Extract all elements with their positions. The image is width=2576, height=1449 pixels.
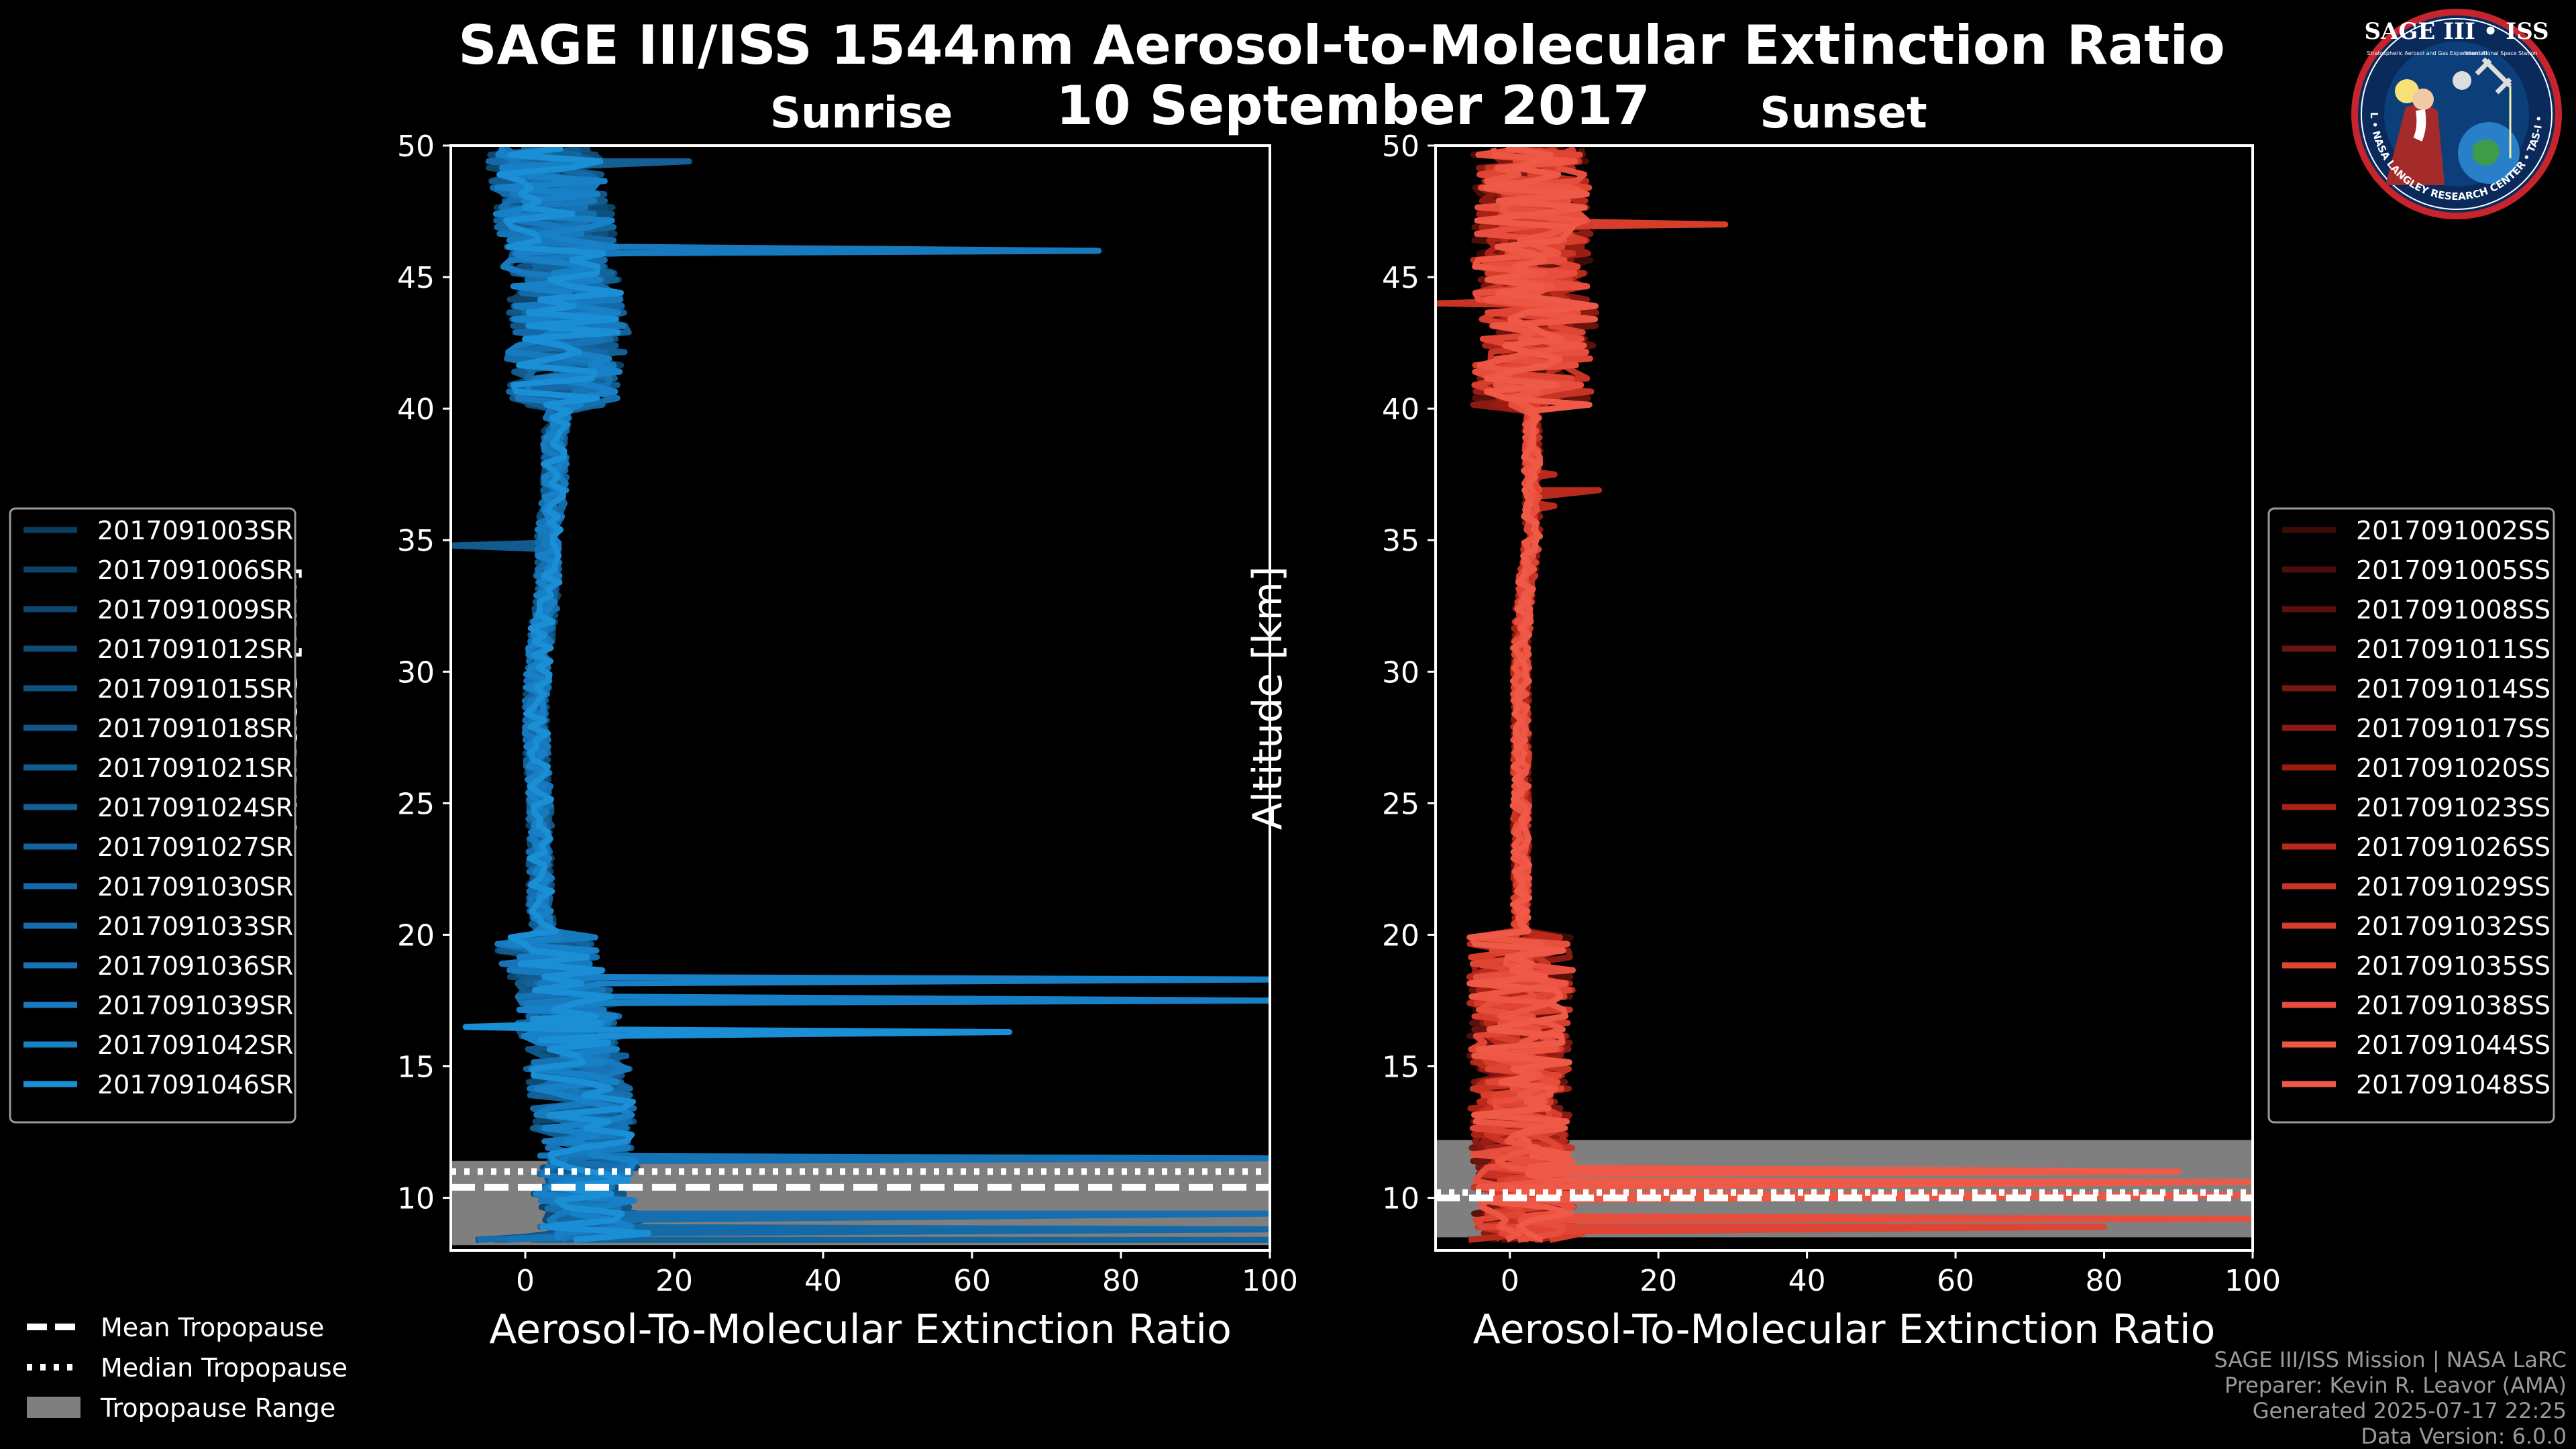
mean-tropopause-label: Mean Tropopause [101, 1313, 324, 1342]
credit-preparer: Preparer: Kevin R. Leavor (AMA) [2224, 1373, 2567, 1398]
tropopause-range-label: Tropopause Range [100, 1393, 335, 1423]
tropopause-legend: Mean Tropopause Median Tropopause Tropop… [27, 1313, 347, 1423]
legend-label: 2017091008SS [2356, 595, 2551, 625]
chart-subtitle-date: 10 September 2017 [1056, 74, 1650, 137]
panel-title-sunset: Sunset [1760, 89, 1927, 138]
legend-label: 2017091023SS [2356, 793, 2551, 822]
legend-label: 2017091039SR [97, 991, 293, 1020]
y-tick-label: 40 [397, 392, 435, 427]
moon-icon [2453, 71, 2471, 90]
y-tick-label: 25 [397, 787, 435, 821]
y-tick-label: 50 [1382, 129, 1419, 164]
legend-label: 2017091033SR [97, 912, 293, 941]
legend-label: 2017091009SR [97, 595, 293, 625]
x-tick-label: 20 [655, 1264, 693, 1298]
chart-title: SAGE III/ISS 1544nm Aerosol-to-Molecular… [458, 14, 2225, 76]
legend-label: 2017091035SS [2356, 951, 2551, 981]
y-tick-label: 35 [397, 524, 435, 558]
profile-line-2017091048SS [1466, 146, 2253, 1243]
legend-label: 2017091011SS [2356, 635, 2551, 664]
legend-label: 2017091020SS [2356, 753, 2551, 783]
credit-data-version: Data Version: 6.0.0 [2361, 1424, 2567, 1449]
legend-frame [2267, 507, 2555, 1124]
panel-title-sunrise: Sunrise [770, 89, 953, 138]
x-tick-label: 0 [1501, 1264, 1519, 1298]
x-axis-label: Aerosol-To-Molecular Extinction Ratio [489, 1306, 1232, 1353]
plot-frame [449, 144, 1271, 1252]
credit-generated: Generated 2025-07-17 22:25 [2253, 1398, 2567, 1424]
legend-label: 2017091044SS [2356, 1030, 2551, 1060]
sage-iss-logo: SAGE III • ISS Stratospheric Aerosol and… [2351, 9, 2562, 219]
x-tick-label: 60 [953, 1264, 991, 1298]
tropopause-range-swatch [27, 1397, 80, 1418]
legend-label: 2017091005SS [2356, 555, 2551, 585]
sunrise-plot: 0 20 40 60 80 100 10 15 20 25 30 35 40 45 50 Aerosol-To… [260, 129, 1298, 1353]
x-tick-label: 60 [1937, 1264, 1974, 1298]
x-tick-label: 80 [2086, 1264, 2123, 1298]
x-tick-label: 40 [1788, 1264, 1826, 1298]
y-axis-label: Altitude [km] [1244, 566, 1291, 830]
legend-label: 2017091048SS [2356, 1070, 2551, 1099]
legend-label: 2017091029SS [2356, 872, 2551, 902]
legend-label: 2017091014SS [2356, 674, 2551, 704]
sunset-plot: 0 20 40 60 80 100 10 15 20 25 30 35 40 45 50 Aerosol-To… [1244, 129, 2281, 1353]
x-tick-label: 40 [804, 1264, 842, 1298]
plot-area [1436, 146, 2253, 1243]
legend-label: 2017091021SR [97, 753, 293, 783]
y-tick-label: 45 [1382, 261, 1419, 295]
y-tick-label: 25 [1382, 787, 1419, 821]
legend-label: 2017091030SR [97, 872, 293, 902]
legend-label: 2017091046SR [97, 1070, 293, 1099]
plot-area [451, 146, 1270, 1246]
logo-station: International Space Station [2465, 50, 2538, 56]
legend-label: 2017091012SR [97, 635, 293, 664]
legend-label: 2017091036SR [97, 951, 293, 981]
y-tick-label: 50 [397, 129, 435, 164]
legend-frame [9, 507, 297, 1124]
credits: SAGE III/ISS Mission | NASA LaRC Prepare… [2214, 1347, 2567, 1449]
profile-line-2017091046SR [462, 146, 1012, 1243]
median-tropopause-label: Median Tropopause [101, 1353, 347, 1383]
x-tick-label: 100 [1242, 1264, 1298, 1298]
legend-label: 2017091026SS [2356, 833, 2551, 862]
y-tick-label: 35 [1382, 524, 1419, 558]
x-axis-label: Aerosol-To-Molecular Extinction Ratio [1473, 1306, 2216, 1353]
logo-name: SAGE III • ISS [2364, 18, 2548, 45]
sunrise-legend: 2017091003SR 2017091006SR 2017091009SR 2017… [9, 507, 297, 1124]
x-tick-label: 80 [1102, 1264, 1140, 1298]
logo-subtitle: Stratospheric Aerosol and Gas Experiment… [2367, 50, 2487, 56]
y-tick-label: 20 [397, 918, 435, 953]
legend-label: 2017091003SR [97, 516, 293, 545]
sunset-legend: 2017091002SS 2017091005SS 2017091008SS 2017… [2267, 507, 2555, 1124]
legend-label: 2017091017SS [2356, 714, 2551, 743]
y-tick-label: 15 [1382, 1051, 1419, 1085]
legend-label: 2017091018SR [97, 714, 293, 743]
legend-label: 2017091024SR [97, 793, 293, 822]
legend-label: 2017091002SS [2356, 516, 2551, 545]
legend-label: 2017091042SR [97, 1030, 293, 1060]
y-tick-label: 10 [1382, 1182, 1419, 1216]
x-tick-label: 100 [2224, 1264, 2281, 1298]
iss-icon [2475, 57, 2512, 95]
legend-label: 2017091027SR [97, 833, 293, 862]
x-tick-label: 20 [1640, 1264, 1677, 1298]
y-tick-label: 10 [397, 1182, 435, 1216]
legend-label: 2017091006SR [97, 555, 293, 585]
credit-mission: SAGE III/ISS Mission | NASA LaRC [2214, 1347, 2567, 1373]
y-tick-label: 30 [1382, 655, 1419, 690]
legend-label: 2017091015SR [97, 674, 293, 704]
plot-frame [1434, 144, 2254, 1252]
x-tick-label: 0 [516, 1264, 535, 1298]
legend-label: 2017091032SS [2356, 912, 2551, 941]
y-tick-label: 20 [1382, 918, 1419, 953]
y-tick-label: 30 [397, 655, 435, 690]
y-tick-label: 15 [397, 1051, 435, 1085]
y-tick-label: 40 [1382, 392, 1419, 427]
legend-label: 2017091038SS [2356, 991, 2551, 1020]
y-tick-label: 45 [397, 261, 435, 295]
